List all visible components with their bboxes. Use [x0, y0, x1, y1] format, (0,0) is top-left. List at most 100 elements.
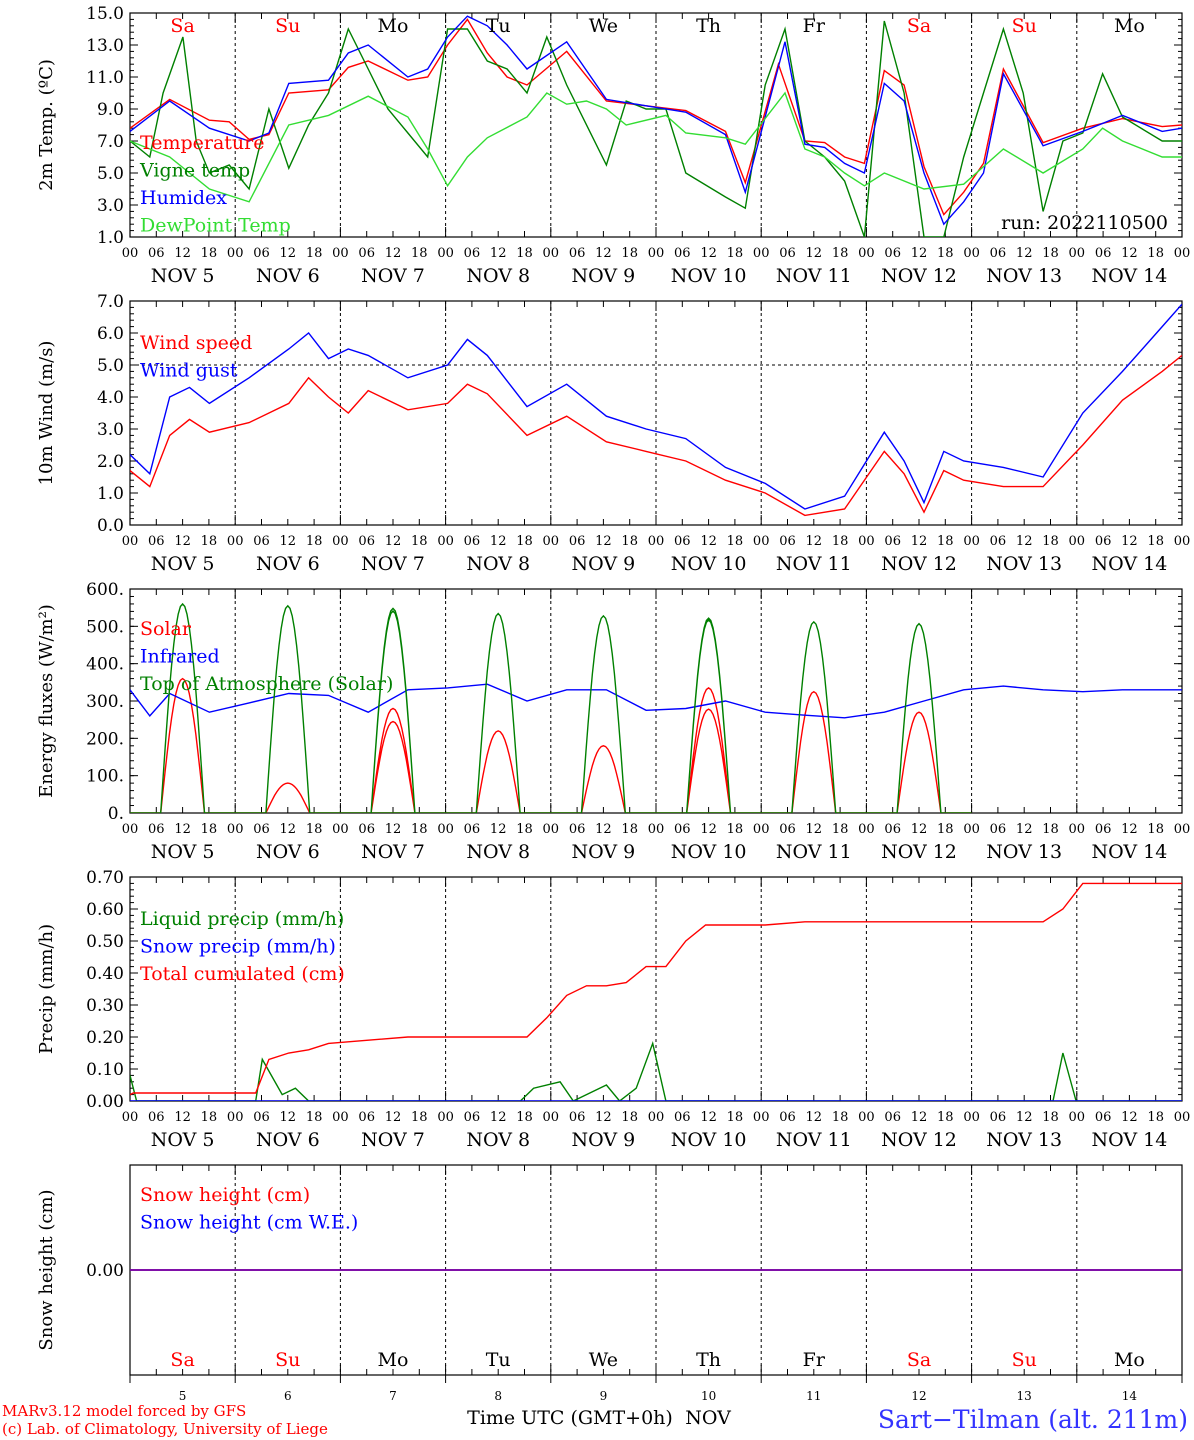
panel-3: 0. 100. 200. 300. 400. 500. 600. Energy fluxes … [36, 580, 1190, 863]
day-of-week-label: Sa [170, 15, 194, 37]
x-hour-label: 12 [700, 1110, 717, 1125]
x-hour-label: 06 [358, 534, 375, 549]
x-date-label: NOV 7 [361, 265, 425, 287]
x-date-label: NOV 10 [671, 1129, 747, 1151]
day-of-week-label: Su [275, 15, 300, 37]
x-hour-label: 18 [306, 822, 323, 837]
x-hour-label: 12 [280, 246, 297, 261]
legend-entry: Liquid precip (mm/h) [140, 908, 344, 930]
x-hour-label: 00 [122, 822, 139, 837]
legend-entry: Vigne temp [139, 160, 250, 182]
y-tick-label: 6.0 [97, 324, 124, 344]
y-tick-label: 7.0 [97, 292, 124, 312]
x-hour-label: 18 [516, 246, 533, 261]
day-of-week-label: Sa [907, 15, 931, 37]
x-hour-label: 06 [253, 1110, 270, 1125]
x-hour-label: 18 [306, 246, 323, 261]
x-hour-label: 00 [332, 822, 349, 837]
x-hour-label: 12 [911, 1110, 928, 1125]
x-hour-label: 06 [1095, 246, 1112, 261]
x-hour-label: 12 [280, 1110, 297, 1125]
x-date-label: NOV 9 [572, 1129, 636, 1151]
x-hour-label: 12 [595, 246, 612, 261]
x-hour-label: 00 [963, 246, 980, 261]
day-of-week-label: Mo [378, 1349, 409, 1371]
day-of-week-label: We [589, 1349, 618, 1371]
x-date-label: NOV 5 [151, 265, 215, 287]
x-hour-label: 18 [727, 246, 744, 261]
day-of-week-label: Fr [803, 1349, 826, 1371]
x-date-label: NOV 12 [881, 553, 957, 575]
x-hour-label: 06 [779, 822, 796, 837]
x-hour-label: 06 [148, 1110, 165, 1125]
x-hour-label: 06 [253, 534, 270, 549]
x-hour-label: 06 [569, 822, 586, 837]
x-date-label: NOV 13 [986, 265, 1062, 287]
x-date-label: NOV 14 [1091, 841, 1167, 863]
x-hour-label: 12 [385, 534, 402, 549]
legend-entry: Wind gust [140, 360, 238, 382]
series-group [130, 882, 1182, 1101]
series-line-top-of-atmosphere-solar [130, 602, 972, 813]
x-hour-label: 06 [990, 1110, 1007, 1125]
x-hour-label: 06 [569, 1110, 586, 1125]
run-label: run: 2022110500 [1001, 212, 1168, 234]
x-hour-label: 00 [963, 534, 980, 549]
legend-entry: Snow height (cm) [140, 1184, 310, 1206]
x-hour-label: 06 [569, 246, 586, 261]
x-date-label: NOV 5 [151, 553, 215, 575]
x-hour-label: 12 [1016, 1110, 1033, 1125]
series-line-vigne-temp [130, 20, 1182, 237]
y-tick-label: 0.70 [86, 868, 124, 888]
x-hour-label: 18 [1042, 1110, 1059, 1125]
x-hour-label: 18 [411, 246, 428, 261]
day-of-week-label: Th [696, 1349, 721, 1371]
x-hour-label: 18 [411, 1110, 428, 1125]
y-tick-label: 0.60 [86, 900, 124, 920]
x-hour-label: 00 [332, 534, 349, 549]
x-hour-label: 18 [201, 246, 218, 261]
x-hour-label: 00 [1174, 1110, 1191, 1125]
y-tick-label: 0.40 [86, 964, 124, 984]
x-date-label: NOV 11 [776, 1129, 852, 1151]
series-line-infrared [130, 683, 1182, 719]
y-tick-label: 1.0 [97, 484, 124, 504]
day-number-label: 14 [1122, 1389, 1138, 1403]
x-date-label: NOV 12 [881, 265, 957, 287]
day-number-label: 6 [284, 1389, 292, 1403]
x-hour-label: 00 [858, 1110, 875, 1125]
x-date-label: NOV 6 [256, 1129, 320, 1151]
x-hour-label: 00 [332, 1110, 349, 1125]
x-hour-label: 06 [674, 822, 691, 837]
series-group [130, 303, 1182, 517]
y-tick-label: 100. [86, 767, 124, 787]
x-hour-label: 12 [700, 246, 717, 261]
x-hour-label: 18 [832, 822, 849, 837]
x-date-label: NOV 8 [466, 553, 530, 575]
x-hour-label: 12 [174, 1110, 191, 1125]
x-hour-label: 06 [1095, 534, 1112, 549]
day-of-week-label: Tu [486, 15, 511, 37]
x-hour-label: 06 [464, 822, 481, 837]
series-line-wind-gust [130, 303, 1182, 510]
x-hour-label: 06 [884, 246, 901, 261]
x-hour-label: 12 [490, 534, 507, 549]
x-hour-label: 06 [148, 822, 165, 837]
day-of-week-label: Th [696, 15, 721, 37]
x-date-label: NOV 9 [572, 553, 636, 575]
x-hour-label: 12 [174, 534, 191, 549]
x-hour-label: 12 [700, 534, 717, 549]
day-number-label: 8 [494, 1389, 502, 1403]
x-hour-label: 06 [674, 1110, 691, 1125]
x-hour-label: 18 [201, 822, 218, 837]
panel-frame [129, 300, 1183, 526]
x-date-label: NOV 10 [671, 841, 747, 863]
x-hour-label: 00 [648, 534, 665, 549]
x-hour-label: 00 [122, 246, 139, 261]
x-date-label: NOV 7 [361, 553, 425, 575]
x-hour-label: 06 [779, 246, 796, 261]
x-hour-label: 18 [1042, 246, 1059, 261]
x-hour-label: 00 [122, 1110, 139, 1125]
series-line-humidex [130, 15, 1182, 226]
x-hour-label: 00 [543, 534, 560, 549]
